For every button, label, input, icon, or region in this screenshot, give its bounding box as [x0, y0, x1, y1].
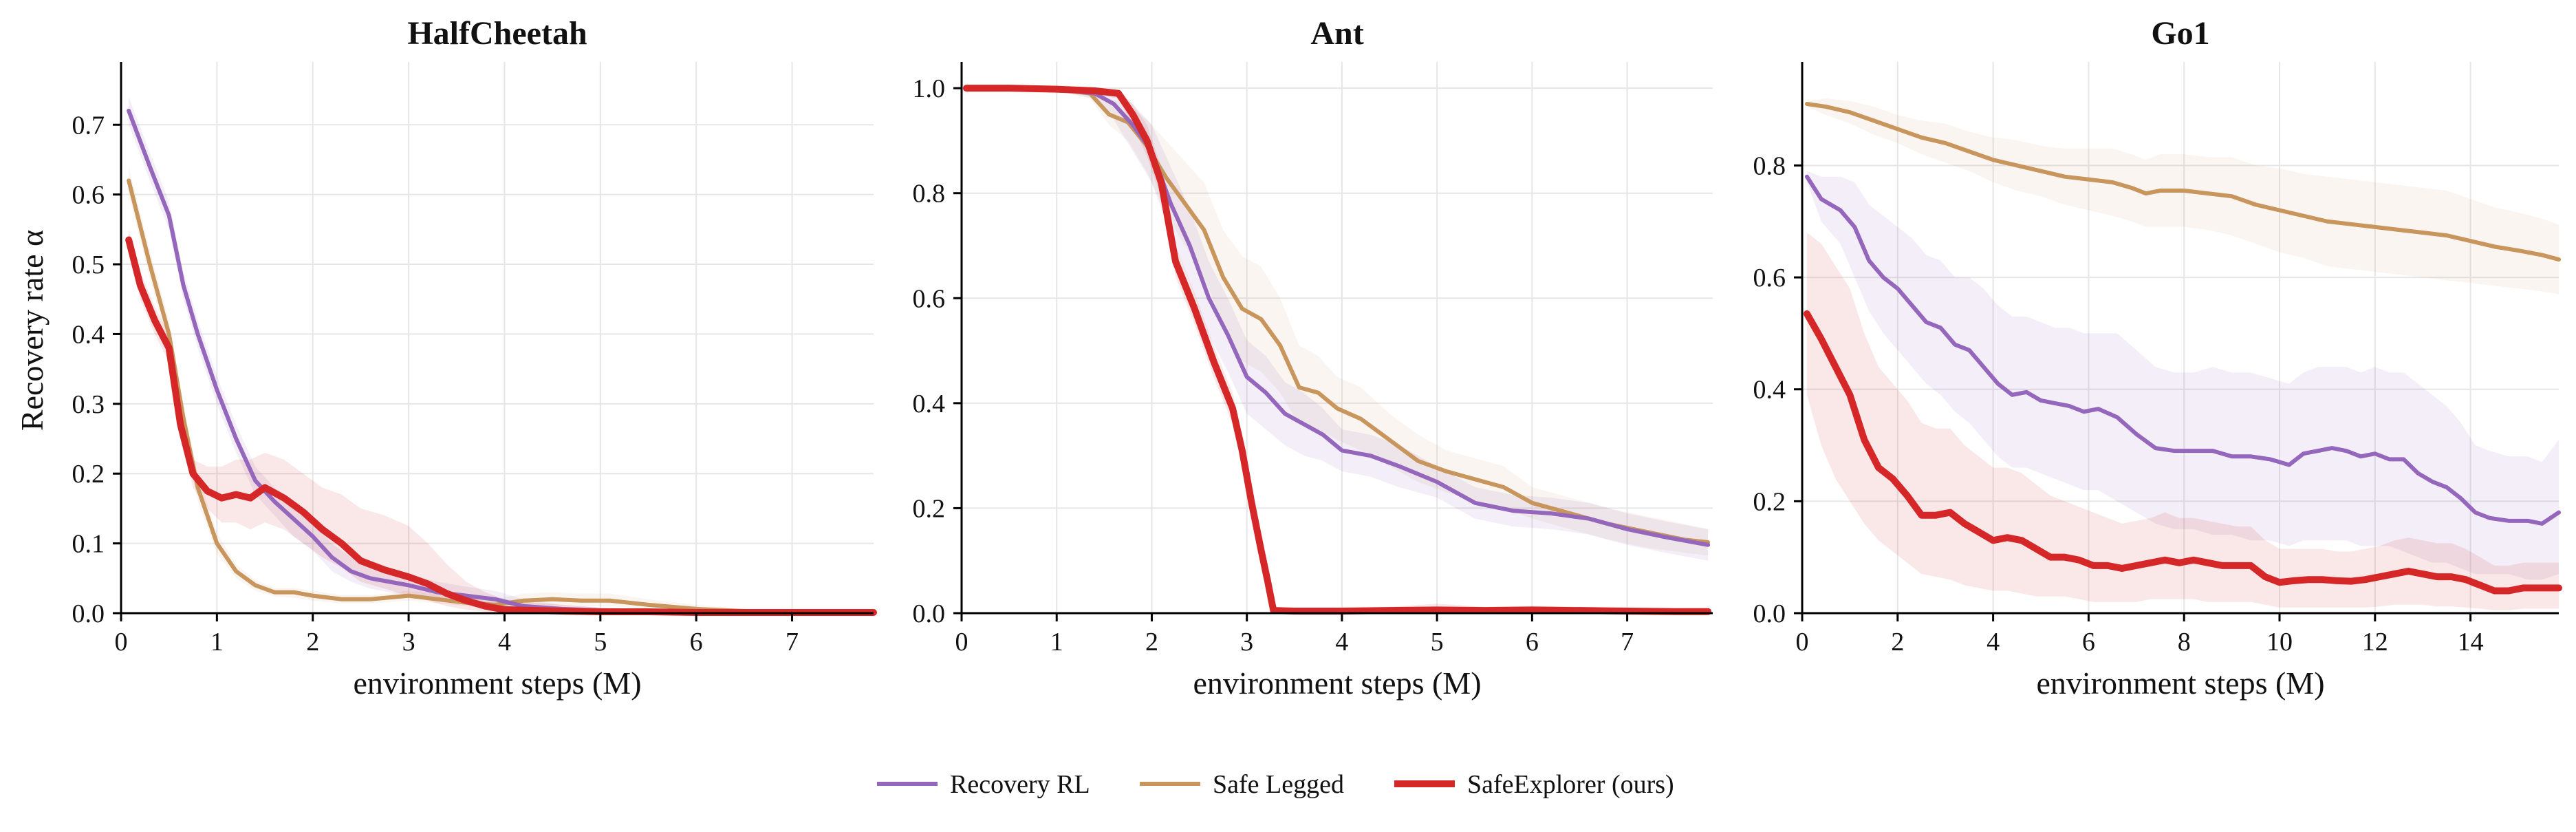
ant-y-tick-label: 0.6 — [913, 284, 946, 313]
halfcheetah-y-tick-label: 0.3 — [72, 390, 105, 419]
go1-band-recovery-rl — [1806, 171, 2559, 580]
go1-x-axis-label: environment steps (M) — [2036, 665, 2324, 701]
ant-x-tick-label: 3 — [1240, 628, 1253, 657]
halfcheetah-x-tick-label: 7 — [786, 628, 799, 657]
halfcheetah-x-axis-label: environment steps (M) — [353, 665, 641, 701]
go1-x-tick-label: 4 — [1987, 628, 2000, 657]
go1-y-tick-label: 0.2 — [1753, 487, 1786, 516]
halfcheetah-line-safe-legged — [127, 178, 876, 615]
ant-band-safe-legged — [966, 88, 1709, 556]
ant-x-tick-label: 0 — [955, 628, 968, 657]
go1-x-tick-label: 2 — [1891, 628, 1904, 657]
go1-y-tick-label: 0.6 — [1753, 264, 1786, 292]
go1-x-tick-label: 12 — [2362, 628, 2388, 657]
y-axis-label: Recovery rate α — [14, 230, 50, 431]
ant-y-tick-label: 1.0 — [913, 74, 946, 103]
go1-band-safeexplorer-ours — [1806, 233, 2559, 610]
ant-y-tick-label: 0.8 — [913, 180, 946, 209]
go1-y-tick-label: 0.4 — [1753, 376, 1786, 405]
halfcheetah-y-tick-label: 0.7 — [72, 111, 105, 140]
go1-line-recovery-rl — [1804, 174, 2561, 526]
ant-line-safeexplorer-ours — [962, 85, 1712, 615]
ant-x-tick-label: 7 — [1621, 628, 1634, 657]
legend-entry-safeexplorer: SafeExplorer (ours) — [1394, 770, 1674, 799]
halfcheetah-y-tick-label: 0.1 — [72, 530, 105, 559]
ant-title: Ant — [1310, 15, 1363, 52]
go1-y-tick-label: 0.0 — [1753, 599, 1786, 628]
ant-band-recovery-rl — [966, 88, 1709, 561]
halfcheetah-band-recovery-rl — [129, 96, 874, 614]
go1-x-tick-label: 8 — [2178, 628, 2191, 657]
go1-x-tick-label: 0 — [1796, 628, 1809, 657]
legend-entry-safe-legged: Safe Legged — [1140, 770, 1344, 799]
halfcheetah-x-tick-label: 4 — [498, 628, 511, 657]
go1-line-safe-legged — [1804, 101, 2561, 262]
legend-label-recovery-rl: Recovery RL — [950, 770, 1090, 799]
halfcheetah-y-tick-label: 0.2 — [72, 460, 105, 489]
halfcheetah-x-tick-label: 6 — [690, 628, 703, 657]
go1-band-safe-legged — [1806, 98, 2559, 295]
go1-x-tick-label: 14 — [2458, 628, 2484, 657]
halfcheetah-y-tick-label: 0.4 — [72, 320, 105, 349]
ant-x-tick-label: 1 — [1050, 628, 1063, 657]
halfcheetah-x-tick-label: 2 — [306, 628, 319, 657]
halfcheetah-x-tick-label: 1 — [210, 628, 224, 657]
panel-go1: 0 2 4 6 8 10 12 14 0.0 0.2 0.4 0.6 0.8 Go1 environment… — [1753, 15, 2562, 701]
halfcheetah-title: HalfCheetah — [407, 15, 587, 52]
go1-title: Go1 — [2151, 15, 2209, 52]
halfcheetah-y-tick-label: 0.0 — [72, 599, 105, 628]
ant-x-tick-label: 4 — [1335, 628, 1348, 657]
go1-x-tick-label: 10 — [2266, 628, 2293, 657]
go1-x-tick-label: 6 — [2082, 628, 2095, 657]
halfcheetah-band-safe-legged — [129, 167, 874, 613]
go1-line-safeexplorer-ours — [1803, 310, 2562, 595]
legend-label-safe-legged: Safe Legged — [1213, 770, 1344, 799]
ant-x-tick-label: 2 — [1145, 628, 1158, 657]
ant-line-safe-legged — [964, 86, 1711, 545]
ant-y-tick-label: 0.4 — [913, 390, 946, 418]
halfcheetah-line-safeexplorer-ours — [125, 236, 877, 616]
ant-x-tick-label: 5 — [1431, 628, 1444, 657]
panel-ant: 0 1 2 3 4 5 6 7 0.0 0.2 0.4 0.6 0.8 1.0 Ant environment… — [913, 15, 1713, 701]
halfcheetah-x-tick-label: 3 — [402, 628, 415, 657]
halfcheetah-y-tick-label: 0.6 — [72, 181, 105, 210]
ant-x-axis-label: environment steps (M) — [1193, 665, 1481, 701]
panel-halfcheetah: 0 1 2 3 4 5 6 7 0.0 0.1 0.2 0.3 0.4 0.5 0.6 0.7 HalfChee… — [72, 15, 877, 701]
ant-y-tick-label: 0.0 — [913, 599, 946, 628]
ant-line-recovery-rl — [964, 86, 1711, 547]
legend-entry-recovery-rl: Recovery RL — [877, 770, 1090, 799]
halfcheetah-x-tick-label: 5 — [594, 628, 607, 657]
halfcheetah-band-safeexplorer-ours — [129, 229, 874, 613]
legend: Recovery RL Safe Legged SafeExplorer (ou… — [877, 770, 1674, 799]
go1-y-tick-label: 0.8 — [1753, 151, 1786, 180]
halfcheetah-line-recovery-rl — [127, 108, 876, 615]
halfcheetah-y-tick-label: 0.5 — [72, 250, 105, 279]
ant-x-tick-label: 6 — [1526, 628, 1539, 657]
legend-label-safeexplorer: SafeExplorer (ours) — [1467, 770, 1674, 799]
ant-y-tick-label: 0.2 — [913, 494, 946, 523]
halfcheetah-x-tick-label: 0 — [115, 628, 128, 657]
